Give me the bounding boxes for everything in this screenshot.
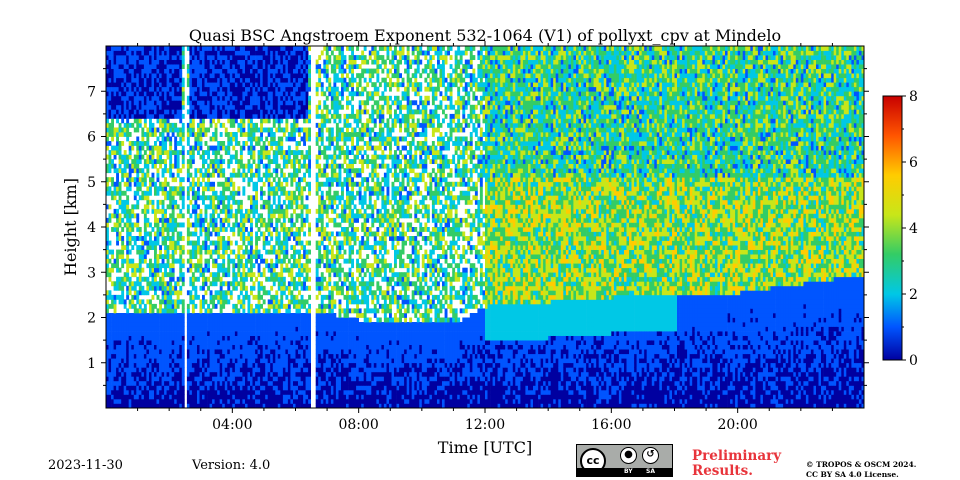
copyright-line1: © TROPOS & OSCM 2024. xyxy=(806,460,916,470)
sa-label: SA xyxy=(646,468,655,476)
y-axis-label: Height [km] xyxy=(61,178,80,276)
y-tick-label: 7 xyxy=(87,84,96,100)
x-tick-label: 04:00 xyxy=(212,417,252,433)
cc-license-badge: cc ● ↺ BY SA xyxy=(576,444,673,477)
copyright-line2: CC BY SA 4.0 License. xyxy=(806,470,916,480)
date-label: 2023-11-30 xyxy=(48,458,123,473)
colorbar-tick-label: 2 xyxy=(909,287,918,303)
x-axis-label: Time [UTC] xyxy=(438,438,532,457)
axes: 04:00 08:00 12:00 16:00 20:00 1 2 3 4 5 6 7 xyxy=(87,41,869,433)
share-alike-icon: ↺ xyxy=(642,447,659,464)
preliminary-notice: Preliminary Results. xyxy=(692,449,781,479)
x-tick-label: 16:00 xyxy=(591,417,631,433)
colorbar-ticks: 0 2 4 6 8 xyxy=(902,89,918,369)
y-tick-label: 5 xyxy=(87,175,96,191)
y-tick-label: 2 xyxy=(87,311,96,327)
x-tick-label: 20:00 xyxy=(717,417,757,433)
x-tick-label: 08:00 xyxy=(338,417,378,433)
chart-title: Quasi BSC Angstroem Exponent 532-1064 (V… xyxy=(189,26,781,45)
y-tick-label: 4 xyxy=(87,220,96,236)
colorbar-tick-label: 4 xyxy=(909,221,918,237)
attribution-icon: ● xyxy=(620,447,637,464)
copyright-notice: © TROPOS & OSCM 2024. CC BY SA 4.0 Licen… xyxy=(806,460,916,480)
colorbar-tick-label: 0 xyxy=(909,353,918,369)
heatmap-field xyxy=(106,46,864,408)
y-tick-label: 6 xyxy=(87,130,96,146)
colorbar xyxy=(882,95,903,361)
version-label: Version: 4.0 xyxy=(192,458,270,473)
colorbar-tick-label: 8 xyxy=(909,89,918,105)
colorbar-tick-label: 6 xyxy=(909,155,918,171)
y-tick-label: 1 xyxy=(87,356,96,372)
by-label: BY xyxy=(624,468,633,476)
y-tick-label: 3 xyxy=(87,265,96,281)
preliminary-line2: Results. xyxy=(692,464,781,479)
preliminary-line1: Preliminary xyxy=(692,449,781,464)
x-tick-label: 12:00 xyxy=(465,417,505,433)
